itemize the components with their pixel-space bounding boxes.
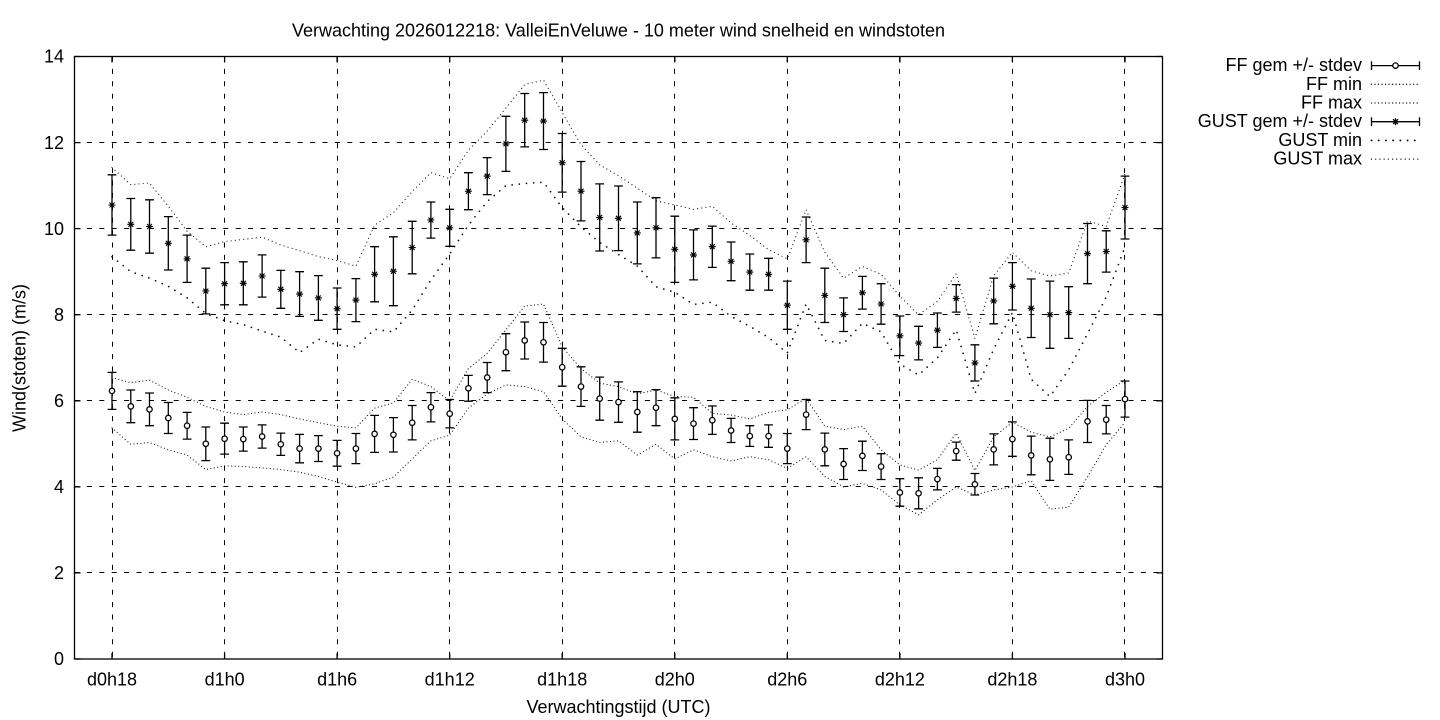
svg-text:d3h0: d3h0 — [1105, 669, 1145, 689]
svg-text:d2h0: d2h0 — [655, 669, 695, 689]
svg-text:Verwachtingstijd (UTC): Verwachtingstijd (UTC) — [526, 697, 710, 717]
svg-text:4: 4 — [54, 477, 64, 497]
svg-text:6: 6 — [54, 391, 64, 411]
svg-text:0: 0 — [54, 649, 64, 669]
svg-text:GUST min: GUST min — [1278, 130, 1362, 150]
svg-text:d1h0: d1h0 — [205, 669, 245, 689]
svg-text:GUST max: GUST max — [1273, 149, 1362, 169]
svg-text:d2h12: d2h12 — [875, 669, 925, 689]
svg-text:12: 12 — [44, 133, 64, 153]
svg-text:8: 8 — [54, 305, 64, 325]
svg-text:d1h18: d1h18 — [537, 669, 587, 689]
svg-text:FF gem +/- stdev: FF gem +/- stdev — [1225, 55, 1362, 75]
svg-text:Wind(stoten) (m/s): Wind(stoten) (m/s) — [10, 284, 30, 432]
svg-text:FF max: FF max — [1301, 93, 1362, 113]
svg-text:14: 14 — [44, 47, 64, 67]
svg-text:GUST gem +/- stdev: GUST gem +/- stdev — [1198, 111, 1362, 131]
svg-text:d1h12: d1h12 — [425, 669, 475, 689]
svg-text:d2h18: d2h18 — [987, 669, 1037, 689]
svg-text:Verwachting 2026012218: Vallei: Verwachting 2026012218: ValleiEnVeluwe -… — [292, 21, 945, 41]
svg-text:d1h6: d1h6 — [317, 669, 357, 689]
svg-text:10: 10 — [44, 219, 64, 239]
svg-text:d2h6: d2h6 — [767, 669, 807, 689]
svg-text:FF min: FF min — [1306, 74, 1362, 94]
svg-text:2: 2 — [54, 563, 64, 583]
svg-text:d0h18: d0h18 — [87, 669, 137, 689]
